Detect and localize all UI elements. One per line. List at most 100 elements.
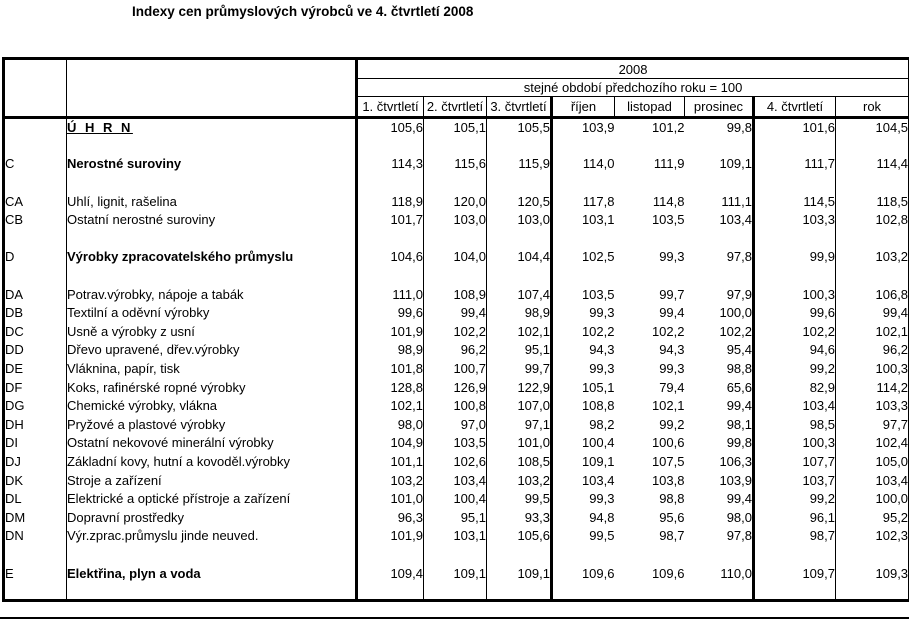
row-name: Vláknina, papír, tisk: [66, 359, 358, 378]
cell-value: [615, 136, 685, 155]
row-code: DK: [3, 470, 67, 490]
cell-value: 95,6: [659, 509, 685, 525]
cell-value: 99,5: [486, 489, 553, 508]
row-name: Výrobky zpracovatelského průmyslu: [66, 247, 358, 267]
cell-value: 104,9: [356, 433, 424, 453]
cell-value: 99,2: [659, 416, 685, 432]
cell-value: 111,9: [653, 156, 685, 172]
cell-value: 103,5: [581, 286, 615, 302]
cell-value: 65,6: [684, 377, 755, 397]
cell-value: [486, 582, 553, 601]
cell-value: 79,4: [659, 379, 685, 395]
table-row: C Nerostné suroviny 114,3 115,6 115,9 114,0 11…: [3, 154, 909, 174]
cell-value: [552, 173, 615, 192]
table-row: CB Ostatní nerostné suroviny 101,7 103,0 103…: [3, 210, 909, 230]
cell-value: 99,7: [486, 359, 553, 378]
table-row: CA Uhlí, lignit, rašelina 118,9 120,0 120,5 1…: [3, 191, 909, 211]
cell-value: 109,6: [581, 565, 615, 581]
cell-value: [615, 545, 685, 564]
cell-value: 82,9: [753, 377, 836, 397]
cell-value: [356, 266, 424, 285]
row-code: DN: [3, 526, 67, 546]
cell-value: [684, 266, 755, 285]
row-code: CA: [3, 191, 67, 211]
cell-value: 101,1: [356, 452, 424, 471]
cell-value: [615, 173, 685, 192]
cell-value: [356, 173, 424, 192]
cell-value: 114,0: [582, 156, 615, 172]
cell-value: [615, 266, 685, 285]
cell-value: 96,2: [882, 342, 909, 358]
cell-value: [753, 266, 836, 285]
table-row: E Elektřina, plyn a voda 109,4 109,1 109,1 10…: [3, 563, 909, 583]
row-code: E: [3, 563, 67, 583]
row-name: Elektrické a optické přístroje a zařízen…: [66, 489, 358, 508]
cell-value: 99,2: [753, 359, 836, 378]
spacer-row: [3, 545, 909, 564]
cell-value: 104,6: [356, 247, 424, 267]
cell-value: 99,9: [753, 247, 836, 267]
cell-value: 98,7: [659, 528, 685, 544]
cell-value: 107,5: [651, 453, 685, 469]
cell-value: 98,9: [486, 303, 553, 323]
cell-value: 99,3: [659, 361, 685, 377]
cell-value: 99,4: [684, 489, 755, 508]
cell-value: 111,1: [684, 191, 755, 211]
row-name: Usně a výrobky z usní: [66, 322, 358, 341]
year-row: 2008: [3, 58, 909, 119]
cell-value: 99,4: [659, 305, 685, 321]
cell-value: 114,2: [876, 379, 909, 395]
row-code: DF: [3, 377, 67, 397]
table-row: DM Dopravní prostředky 96,3 95,1 93,3 94,8 95,…: [3, 507, 909, 527]
cell-value: 102,5: [581, 249, 615, 265]
cell-value: 105,6: [486, 526, 553, 546]
spacer-row: [3, 136, 909, 155]
cell-value: 114,8: [652, 193, 685, 209]
cell-value: 105,1: [423, 117, 487, 137]
page-title: Indexy cen průmyslových výrobců ve 4. čt…: [132, 4, 474, 19]
cell-value: [615, 229, 685, 248]
cell-value: [486, 173, 553, 192]
table-row: DB Textilní a oděvní výrobky 99,6 99,4 98,9 9…: [3, 303, 909, 323]
row-name: [66, 266, 358, 285]
subheader-row: stejné období předchozího roku = 100: [4, 78, 909, 97]
row-code: [3, 229, 67, 248]
cell-value: 109,1: [486, 563, 553, 583]
cell-value: [486, 266, 553, 285]
row-code: DJ: [3, 452, 67, 471]
column-header: říjen: [551, 96, 615, 119]
cell-value: 95,1: [423, 507, 487, 527]
cell-value: 98,2: [589, 416, 615, 432]
cell-value: 97,0: [423, 415, 487, 434]
cell-value: 99,7: [659, 286, 685, 302]
row-code: DC: [3, 322, 67, 341]
cell-value: 114,3: [356, 154, 424, 174]
row-name: Základní kovy, hutní a kovoděl.výrobky: [66, 452, 358, 471]
spacer-row: [3, 266, 909, 285]
table-row: Ú H R N 105,6 105,1 105,5 103,9 101,2 99,8 101,…: [3, 117, 909, 137]
cell-value: 94,3: [589, 342, 615, 358]
cell-value: 101,8: [356, 359, 424, 378]
cell-value: 94,6: [753, 340, 836, 360]
row-code: [3, 173, 67, 192]
cell-value: 99,3: [659, 249, 685, 265]
cell-value: [552, 136, 615, 155]
cell-value: 93,3: [486, 507, 553, 527]
cell-value: 106,3: [684, 452, 755, 471]
table-row: DN Výr.zprac.průmyslu jinde neuved. 101,9 1…: [3, 526, 909, 546]
row-code: DA: [3, 284, 67, 304]
cell-value: 103,4: [423, 470, 487, 490]
cell-value: 97,1: [486, 415, 553, 434]
cell-value: 99,3: [589, 361, 615, 377]
cell-value: 102,2: [684, 322, 755, 341]
cell-value: [423, 545, 487, 564]
cell-value: [836, 266, 909, 285]
column-header: 3. čtvrtletí: [486, 96, 553, 119]
cell-value: [684, 229, 755, 248]
cell-value: 102,3: [875, 528, 909, 544]
corner-cell-code: [3, 58, 67, 119]
cell-value: 99,3: [589, 491, 615, 507]
cell-value: [423, 582, 487, 601]
cell-value: 109,1: [684, 154, 755, 174]
row-code: DG: [3, 396, 67, 415]
